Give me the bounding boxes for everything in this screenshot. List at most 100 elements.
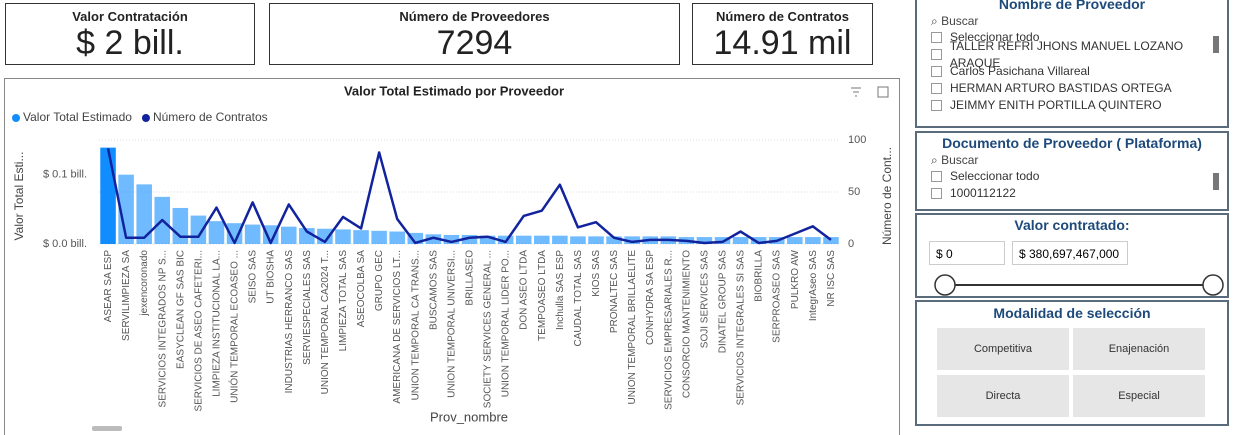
legend-swatch — [141, 114, 150, 122]
bar — [624, 236, 640, 244]
x-tick-label: UT BIOSHA — [266, 250, 277, 304]
checkbox[interactable] — [931, 32, 942, 43]
chart: Valor Total Estimado por Proveedor $ 0.0… — [4, 78, 900, 435]
slider-handle[interactable] — [1202, 274, 1224, 296]
option-button[interactable]: Competitiva — [937, 328, 1069, 370]
x-tick-label: AMERICANA DE SERVICIOS LT... — [392, 250, 403, 404]
bar — [299, 228, 315, 244]
card-value: 14.91 mil — [713, 24, 852, 62]
slider-handle[interactable] — [934, 274, 956, 296]
list-item[interactable]: Seleccionar todo — [931, 29, 1227, 46]
checkbox[interactable] — [931, 83, 942, 94]
checkbox[interactable] — [931, 188, 942, 199]
bar — [335, 229, 351, 244]
checkbox[interactable] — [931, 100, 942, 111]
x-tick-label: ASEOCOLBA SA — [356, 250, 367, 328]
list-item[interactable]: 1000112122 — [931, 185, 1227, 202]
bar — [425, 234, 442, 244]
x-tick-label: SERVICIOS INTEGRALES SI SAS — [736, 250, 747, 406]
checkbox[interactable] — [931, 49, 942, 60]
slicer: Valor contratado: $ 0 $ 380,697,467,000 — [915, 213, 1229, 298]
y2-tick-label: 0 — [848, 238, 854, 250]
scrollbar[interactable] — [1213, 173, 1219, 190]
list-item[interactable]: Seleccionar todo — [931, 168, 1227, 185]
list-item[interactable]: TALLER REFRI JHONS MANUEL LOZANO ARAQUE — [931, 39, 1227, 70]
legend-label: Valor Total Estimado — [23, 110, 132, 124]
checkbox[interactable] — [931, 66, 942, 77]
scrollbar[interactable] — [92, 426, 122, 431]
x-tick-label: BIOBRILLA — [754, 250, 765, 302]
filter-icon[interactable] — [851, 87, 861, 97]
search-text: Buscar — [941, 14, 979, 28]
bar — [787, 237, 803, 244]
y-axis-title: Valor Total Esti... — [12, 152, 26, 241]
x-tick-label: LIMPIEZA INSTITUCIONAL LA... — [211, 250, 222, 397]
x-tick-label: LIMPIEZA TOTAL SAS — [338, 250, 349, 352]
bar — [534, 235, 550, 244]
search-text: Buscar — [941, 153, 979, 167]
x-tick-label: UNION TEMPORAL UNIVERSI... — [446, 250, 457, 398]
bar — [750, 237, 767, 244]
search[interactable]: ⌕ Buscar — [931, 153, 979, 167]
list-item[interactable]: JEIMMY ENITH PORTILLA QUINTERO — [931, 97, 1227, 114]
slicer-title: Nombre de Proveedor — [998, 0, 1146, 12]
x-tick-label: CAUDAL TOTAL SAS — [573, 250, 584, 347]
line — [106, 148, 832, 245]
checkbox[interactable] — [931, 171, 942, 182]
y2-tick-label: 100 — [848, 134, 866, 146]
y2-tick-label: 50 — [848, 186, 860, 198]
x-tick-label: UNION TEMPORAL CA TRANS... — [410, 250, 421, 400]
x-tick-label: UNIÓN TEMPORAL ECOASEO ... — [228, 250, 241, 403]
item-label: JEIMMY ENITH PORTILLA QUINTERO — [950, 98, 1162, 112]
range-slider[interactable] — [917, 269, 1227, 299]
bar — [588, 236, 604, 244]
list-item[interactable]: Carlos Pasichana Villareal — [931, 63, 1227, 80]
bar — [570, 236, 586, 244]
item-list: Seleccionar todo TALLER REFRI JHONS MANUE… — [917, 29, 1227, 114]
slicer: Documento de Proveedor ( Plataforma) ⌕ B… — [915, 131, 1229, 211]
min-input[interactable]: $ 0 — [929, 241, 1005, 265]
bar — [479, 235, 496, 244]
legend-label: Número de Contratos — [153, 110, 268, 124]
option-button[interactable]: Especial — [1073, 375, 1205, 417]
bar — [823, 237, 839, 244]
bar — [606, 236, 622, 244]
item-label: Carlos Pasichana Villareal — [950, 64, 1090, 78]
x-tick-label: SEISO SAS — [248, 250, 259, 304]
focus-icon[interactable] — [877, 86, 889, 98]
x-tick-label: CONHYDRA SA ESP — [645, 250, 656, 345]
option-button[interactable]: Enajenación — [1073, 328, 1205, 370]
scrollbar[interactable] — [1213, 36, 1219, 53]
x-tick-label: SERVICIOS DE ASEO CAFETERI... — [193, 250, 204, 412]
bar — [136, 184, 152, 244]
item-list: Seleccionar todo 1000112122 — [917, 168, 1227, 202]
card: Número de Proveedores 7294 — [269, 3, 680, 65]
max-input[interactable]: $ 380,697,467,000 — [1012, 241, 1128, 265]
search[interactable]: ⌕ Buscar — [931, 14, 979, 28]
bar — [353, 230, 369, 244]
x-tick-label: jexencoronado — [139, 250, 150, 317]
card-title: Número de Contratos — [716, 9, 849, 24]
x-tick-label: DON ASEO LTDA — [519, 250, 530, 330]
x-tick-label: SERVILIMPIEZA SA — [121, 250, 132, 341]
x-tick-label: SOCIETY SERVICES GENERAL ... — [483, 250, 494, 408]
chart-border — [4, 78, 900, 435]
slicer: Nombre de Proveedor ⌕ Buscar Seleccionar… — [915, 0, 1229, 128]
chart-title: Valor Total Estimado por Proveedor — [344, 83, 564, 98]
list-item[interactable]: HERMAN ARTURO BASTIDAS ORTEGA — [931, 80, 1227, 97]
bar — [515, 235, 532, 244]
x-tick-label: SERPROASEO SAS — [772, 250, 783, 343]
x-tick-label: EASYCLEAN GF SAS BIC — [175, 250, 186, 369]
x-tick-label: KIOS SAS — [591, 250, 602, 297]
slicer-title: Documento de Proveedor ( Plataforma) — [942, 135, 1202, 151]
item-label: TALLER REFRI JHONS MANUEL LOZANO ARAQUE — [949, 38, 1184, 70]
bar — [407, 232, 424, 244]
option-button[interactable]: Directa — [937, 375, 1069, 417]
y-tick-label: $ 0.1 bill. — [43, 169, 87, 181]
bar — [389, 231, 405, 244]
bar — [461, 234, 478, 244]
card-value: $ 2 bill. — [76, 24, 184, 62]
bar — [100, 147, 116, 244]
card-title: Valor Contratación — [72, 9, 188, 24]
x-tick-label: SERVICIOS INTEGRADOS NP S... — [157, 250, 168, 407]
